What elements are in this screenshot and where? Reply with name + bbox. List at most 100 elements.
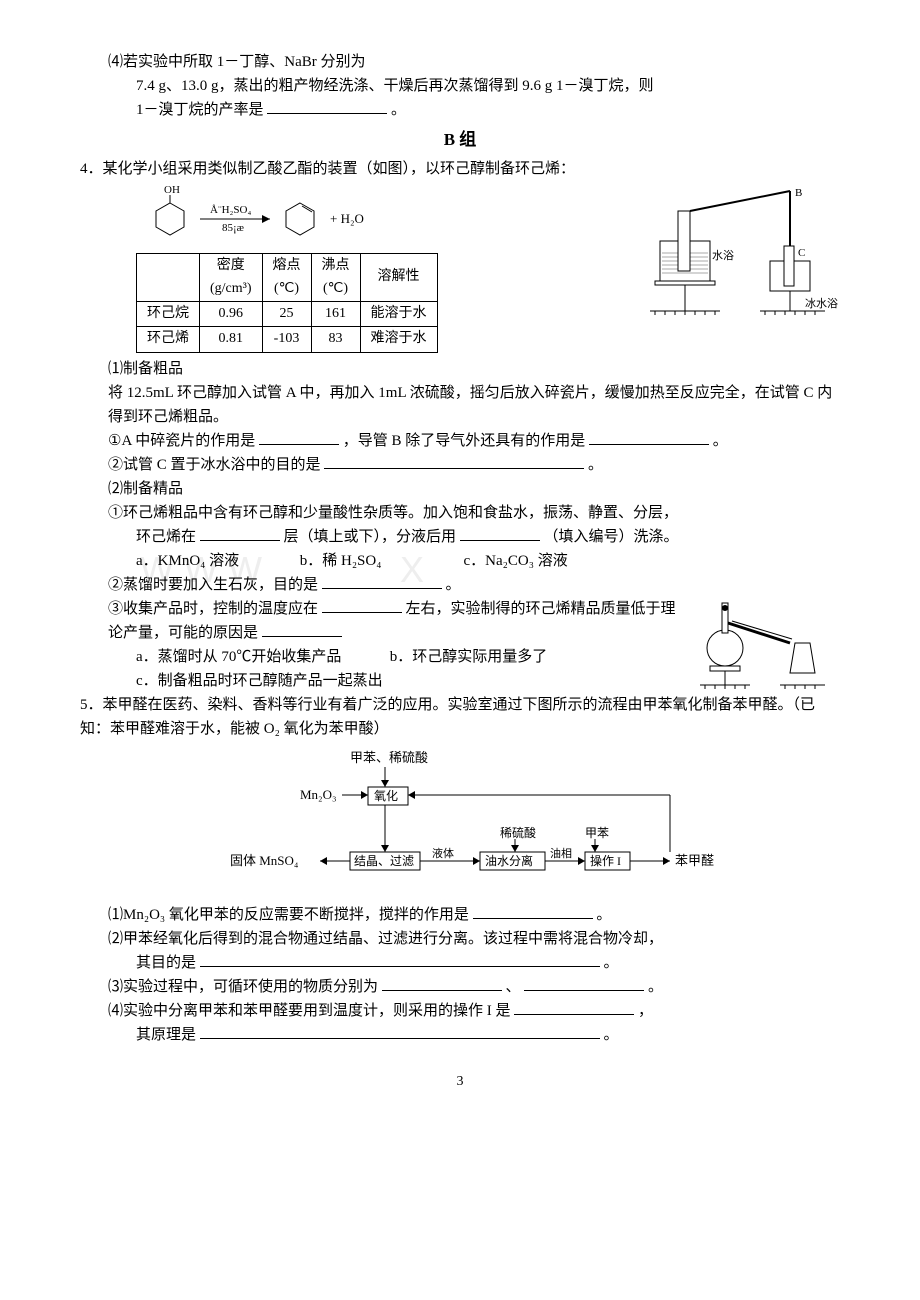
q4-p2-q3a: ③收集产品时，控制的温度应在 [108, 601, 318, 617]
period-p2q2: 。 [446, 577, 461, 593]
period: 。 [391, 102, 406, 118]
r1-d: 0.96 [200, 301, 263, 326]
blank-op1[interactable] [514, 999, 634, 1015]
q4-p2-opts: a．KMnO₄ 溶液 b．稀 H₂SO₄ c．Na₂CO₃ 溶液 [80, 549, 840, 573]
r1-bp: 161 [311, 301, 360, 326]
r1-name: 环己烷 [137, 301, 200, 326]
r2-bp: 83 [311, 327, 360, 352]
label-water-bath: 水浴 [712, 249, 734, 262]
apparatus-figure-1: B C 水浴 冰水浴 [640, 181, 840, 331]
q5-stem: 5．苯甲醛在医药、染料、香料等行业有着广泛的应用。实验室通过下图所示的流程由甲苯… [80, 693, 840, 741]
flow-box-cryst: 结晶、过滤 [354, 854, 414, 868]
q4-stem: 4．某化学小组采用类似制乙酸乙酯的装置（如图），以环己醇制备环己烯： [80, 157, 840, 181]
q5-q2b-text: 其目的是 [136, 955, 196, 971]
q4-p2-q1b: 环己烯在 [136, 529, 196, 545]
period-q5-2: 。 [604, 955, 619, 971]
flow-liquid: 液体 [432, 846, 454, 860]
svg-text:C: C [798, 247, 805, 259]
q4-p2-title: ⑵制备精品 [80, 477, 840, 501]
flow-box-ox: 氧化 [374, 789, 398, 803]
q5-q1: ⑴Mn₂O₃ 氧化甲苯的反应需要不断搅拌，搅拌的作用是 。 [80, 903, 840, 927]
q4-p1-q1: ①A 中碎瓷片的作用是 ，导管 B 除了导气外还具有的作用是 。 [80, 429, 840, 453]
th-density: 密度 [217, 258, 245, 273]
blank-recycle-1[interactable] [382, 975, 502, 991]
q5-q2a: ⑵甲苯经氧化后得到的混合物通过结晶、过滤进行分离。该过程中需将混合物冷却， [80, 927, 840, 951]
opt-b: b．稀 H₂SO₄ [300, 549, 460, 573]
q4-p1-q1b: ，导管 B 除了导气外还具有的作用是 [343, 433, 586, 449]
opt2-b: b．环己醇实际用量多了 [390, 649, 548, 665]
tbl-h-sol: 溶解性 [360, 254, 437, 302]
q3-part4-line3: 1－溴丁烷的产率是 。 [80, 98, 840, 122]
label-ice-bath: 冰水浴 [805, 297, 838, 310]
q5-q4c-text: 其原理是 [136, 1027, 196, 1043]
q4-p2-opts2-row2: c．制备粗品时环己醇随产品一起蒸出 [80, 669, 682, 693]
th-bp-unit: (℃) [323, 281, 348, 296]
opt2-a: a．蒸馏时从 70℃开始收集产品 [136, 645, 386, 669]
th-mp-unit: (℃) [274, 281, 299, 296]
flow-in-top: 甲苯、稀硫酸 [350, 750, 428, 765]
distillation-figure [690, 573, 840, 693]
svg-text:B: B [795, 187, 802, 199]
q5-q2b: 其目的是 。 [80, 951, 840, 975]
tbl-empty [137, 254, 200, 302]
r2-d: 0.81 [200, 327, 263, 352]
blank-ice-purpose[interactable] [324, 453, 584, 469]
q3-part4-line1: ⑷若实验中所取 1－丁醇、NaBr 分别为 [80, 50, 840, 74]
blank-yield[interactable] [267, 98, 387, 114]
q4-p2-q3: ③收集产品时，控制的温度应在 左右，实验制得的环己烯精品质量低于理论产量，可能的… [80, 597, 682, 645]
blank-tube-b[interactable] [589, 429, 709, 445]
tbl-h-bp: 沸点 (℃) [311, 254, 360, 302]
q4-p1-q2-text: ②试管 C 置于冰水浴中的目的是 [108, 457, 321, 473]
q5-q3a-text: ⑶实验过程中，可循环使用的物质分别为 [108, 979, 378, 995]
r2-name: 环己烯 [137, 327, 200, 352]
blank-porcelain[interactable] [259, 429, 339, 445]
blank-stir[interactable] [473, 903, 593, 919]
th-density-unit: (g/cm³) [210, 281, 252, 296]
r2-mp: -103 [262, 327, 311, 352]
flow-mnso4: 固体 MnSO₄ [230, 853, 299, 868]
blank-temp[interactable] [322, 597, 402, 613]
q4-p1-title: ⑴制备粗品 [80, 357, 840, 381]
flow-box-op1: 操作 I [590, 853, 621, 868]
q5-q1-text: ⑴Mn₂O₃ 氧化甲苯的反应需要不断搅拌，搅拌的作用是 [108, 907, 469, 923]
period-q5-4: 。 [604, 1027, 619, 1043]
q4-p2-q1d: （填入编号）洗涤。 [544, 529, 679, 545]
period-q5-3: 。 [648, 979, 663, 995]
q3-part4-line2: 7.4 g、13.0 g，蒸出的粗产物经洗涤、干燥后再次蒸馏得到 9.6 g 1… [80, 74, 840, 98]
flowchart: 甲苯、稀硫酸 Mn₂O₃ 氧化 稀硫酸 甲苯 固体 MnSO₄ 结晶、过滤 液体… [190, 747, 730, 897]
q5-q4-line2: 其原理是 。 [80, 1023, 840, 1047]
q4-p2-q1c: 层（填上或下），分液后用 [284, 529, 457, 545]
group-b-heading: B 组 [80, 126, 840, 153]
blank-wash[interactable] [460, 525, 540, 541]
th-mp: 熔点 [273, 258, 301, 273]
q4-p2-q1a: ①环己烯粗品中含有环己醇和少量酸性杂质等。加入饱和食盐水，振荡、静置、分层， [80, 501, 840, 525]
q5-q4-comma: ， [638, 1003, 653, 1019]
period-p1q1: 。 [713, 433, 728, 449]
blank-cool-purpose[interactable] [200, 951, 600, 967]
opt-c: c．Na₂CO₃ 溶液 [464, 549, 568, 573]
arrow-head [262, 215, 270, 223]
oh-label: OH [164, 184, 180, 196]
q4-p2-opts2-row1: a．蒸馏时从 70℃开始收集产品 b．环己醇实际用量多了 [80, 645, 682, 669]
q4-p1-q1a: ①A 中碎瓷片的作用是 [108, 433, 255, 449]
q4-p1-q2: ②试管 C 置于冰水浴中的目的是 。 [80, 453, 840, 477]
reagent-top: Å¨H₂SO₄ [210, 204, 251, 216]
blank-recycle-2[interactable] [524, 975, 644, 991]
flow-dilute: 稀硫酸 [500, 825, 536, 840]
q4-p2-q2: ②蒸馏时要加入生石灰，目的是 。 [80, 573, 682, 597]
th-bp: 沸点 [322, 258, 350, 273]
blank-lime[interactable] [322, 573, 442, 589]
q5-q4a-text: ⑷实验中分离甲苯和苯甲醛要用到温度计，则采用的操作 I 是 [108, 1003, 511, 1019]
tbl-h-mp: 熔点 (℃) [262, 254, 311, 302]
q5-q3-sep: 、 [506, 979, 521, 995]
cyclohexene-ring [286, 203, 314, 235]
q3-part4-text-a: 7.4 g、13.0 g，蒸出的粗产物经洗涤、干燥后再次蒸馏得到 9.6 g 1… [136, 78, 654, 94]
properties-table: 密度(g/cm³) 熔点(℃) 沸点(℃) 溶解性 环己烷 0.96 25 16… [136, 253, 438, 353]
flow-mn2o3: Mn₂O₃ [300, 787, 337, 802]
blank-principle[interactable] [200, 1023, 600, 1039]
period-q5-1: 。 [596, 907, 611, 923]
blank-layer[interactable] [200, 525, 280, 541]
q4-p2-q1-line2: 环己烯在 层（填上或下），分液后用 （填入编号）洗涤。 [80, 525, 840, 549]
tbl-h-density: 密度 (g/cm³) [200, 254, 263, 302]
blank-reason[interactable] [262, 621, 342, 637]
